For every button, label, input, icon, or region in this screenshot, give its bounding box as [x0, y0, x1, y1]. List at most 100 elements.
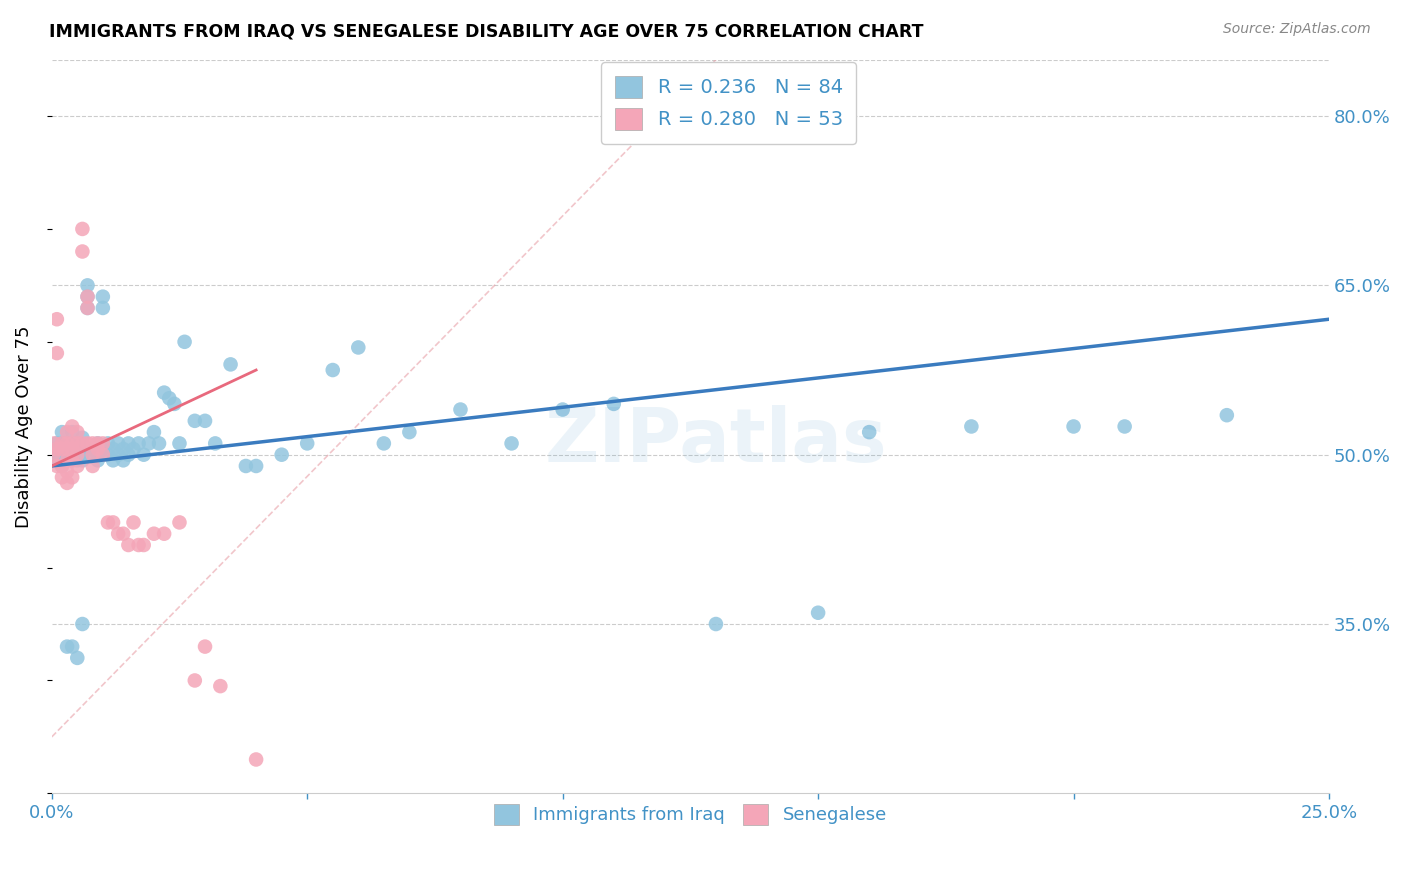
Point: [42, 448, 65, 462]
Point: [184, 414, 207, 428]
Point: [112, 453, 135, 467]
Point: [97, 436, 120, 450]
Point: [142, 526, 165, 541]
Point: [72, 244, 94, 259]
Point: [51, 425, 73, 439]
Point: [60, 436, 83, 450]
Point: [153, 526, 176, 541]
Point: [107, 526, 129, 541]
Point: [60, 425, 83, 439]
Point: [235, 458, 257, 473]
Point: [194, 414, 217, 428]
Point: [56, 448, 79, 462]
Point: [60, 453, 83, 467]
Point: [66, 442, 89, 456]
Point: [704, 617, 727, 632]
Point: [72, 442, 94, 456]
Point: [46, 453, 69, 467]
Point: [87, 436, 110, 450]
Point: [48, 442, 70, 456]
Point: [66, 436, 89, 450]
Point: [91, 301, 114, 315]
Point: [56, 425, 79, 439]
Point: [112, 526, 135, 541]
Point: [153, 385, 176, 400]
Point: [72, 448, 94, 462]
Point: [44, 436, 66, 450]
Point: [56, 442, 79, 456]
Point: [117, 538, 139, 552]
Point: [66, 448, 89, 462]
Point: [82, 442, 104, 456]
Point: [107, 436, 129, 450]
Point: [128, 436, 150, 450]
Point: [138, 436, 160, 450]
Point: [87, 442, 110, 456]
Point: [72, 436, 94, 450]
Point: [91, 448, 114, 462]
Point: [56, 475, 79, 490]
Point: [148, 436, 170, 450]
Point: [66, 651, 89, 665]
Point: [501, 436, 523, 450]
Point: [117, 436, 139, 450]
Text: ZIPatlas: ZIPatlas: [544, 405, 887, 477]
Point: [60, 448, 83, 462]
Point: [66, 448, 89, 462]
Point: [169, 436, 191, 450]
Point: [60, 442, 83, 456]
Point: [128, 538, 150, 552]
Point: [91, 442, 114, 456]
Point: [101, 516, 124, 530]
Point: [960, 419, 983, 434]
Point: [107, 448, 129, 462]
Point: [66, 436, 89, 450]
Point: [322, 363, 344, 377]
Point: [66, 458, 89, 473]
Point: [603, 397, 626, 411]
Point: [157, 391, 180, 405]
Point: [51, 448, 73, 462]
Point: [295, 436, 318, 450]
Point: [66, 453, 89, 467]
Point: [56, 442, 79, 456]
Point: [1063, 419, 1085, 434]
Point: [219, 358, 242, 372]
Point: [45, 436, 67, 450]
Point: [82, 448, 104, 462]
Text: IMMIGRANTS FROM IRAQ VS SENEGALESE DISABILITY AGE OVER 75 CORRELATION CHART: IMMIGRANTS FROM IRAQ VS SENEGALESE DISAB…: [49, 22, 924, 40]
Point: [194, 640, 217, 654]
Point: [91, 436, 114, 450]
Point: [142, 425, 165, 439]
Point: [45, 312, 67, 326]
Point: [45, 458, 67, 473]
Point: [132, 448, 155, 462]
Point: [72, 453, 94, 467]
Point: [97, 516, 120, 530]
Point: [87, 453, 110, 467]
Point: [209, 679, 232, 693]
Point: [72, 222, 94, 236]
Point: [45, 346, 67, 360]
Point: [82, 448, 104, 462]
Legend: Immigrants from Iraq, Senegalese: Immigrants from Iraq, Senegalese: [482, 793, 898, 836]
Point: [76, 278, 98, 293]
Point: [56, 436, 79, 450]
Text: Source: ZipAtlas.com: Source: ZipAtlas.com: [1223, 22, 1371, 37]
Point: [91, 290, 114, 304]
Point: [56, 640, 79, 654]
Point: [72, 617, 94, 632]
Point: [858, 425, 880, 439]
Point: [551, 402, 574, 417]
Point: [76, 301, 98, 315]
Point: [51, 458, 73, 473]
Point: [184, 673, 207, 688]
Point: [245, 458, 267, 473]
Point: [60, 640, 83, 654]
Point: [76, 290, 98, 304]
Point: [72, 431, 94, 445]
Point: [56, 453, 79, 467]
Point: [132, 538, 155, 552]
Point: [51, 442, 73, 456]
Point: [173, 334, 195, 349]
